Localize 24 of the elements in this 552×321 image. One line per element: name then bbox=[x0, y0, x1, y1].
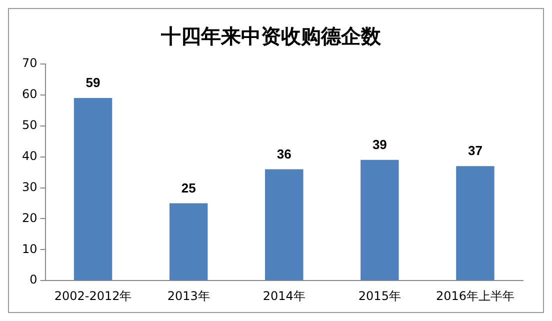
y-tick-label: 10 bbox=[22, 242, 38, 256]
y-tick-label: 30 bbox=[22, 180, 38, 194]
data-label: 36 bbox=[276, 146, 292, 162]
y-tick-label: 40 bbox=[22, 148, 38, 163]
y-tick-label: 50 bbox=[22, 118, 38, 132]
y-tick-label: 0 bbox=[30, 272, 38, 287]
data-label: 37 bbox=[468, 143, 482, 158]
bar bbox=[456, 166, 494, 280]
bar bbox=[265, 169, 304, 280]
data-label: 25 bbox=[181, 180, 196, 196]
bar bbox=[169, 203, 208, 280]
x-tick-label: 2002-2012年 bbox=[54, 288, 132, 303]
bar bbox=[74, 98, 112, 280]
x-tick-label: 2013年 bbox=[167, 288, 210, 303]
x-tick-label: 2016年上半年 bbox=[436, 288, 514, 303]
y-tick-label: 60 bbox=[22, 87, 38, 102]
x-tick-label: 2015年 bbox=[358, 288, 401, 303]
y-tick-label: 20 bbox=[22, 210, 38, 225]
data-label: 59 bbox=[86, 75, 100, 90]
y-tick-label: 70 bbox=[22, 56, 38, 70]
bar bbox=[360, 160, 399, 280]
chart-title: 十四年来中资收购德企数 bbox=[160, 24, 382, 48]
x-tick-label: 2014年 bbox=[262, 288, 306, 303]
data-label: 39 bbox=[372, 137, 387, 152]
